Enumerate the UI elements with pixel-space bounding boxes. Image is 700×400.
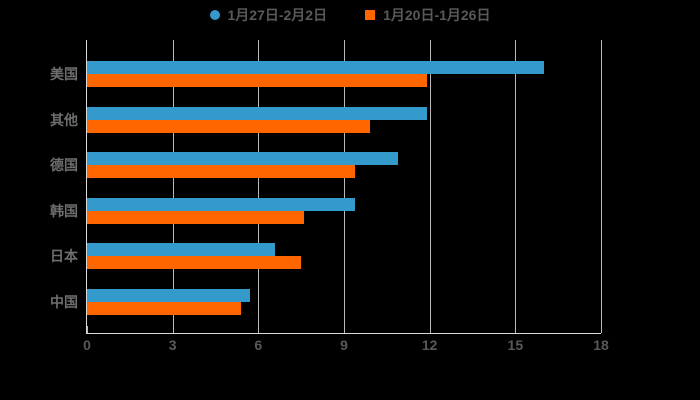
x-axis-tick bbox=[258, 326, 260, 333]
bar bbox=[87, 197, 356, 211]
bar bbox=[87, 243, 276, 256]
bar bbox=[87, 210, 305, 224]
legend-item[interactable]: 1月27日-2月2日 bbox=[209, 5, 328, 25]
bar bbox=[87, 152, 399, 165]
bar bbox=[87, 165, 356, 178]
bar bbox=[87, 74, 427, 87]
y-axis-label: 日本 bbox=[50, 248, 78, 264]
x-axis-tick bbox=[344, 326, 345, 333]
legend-circle-marker-icon bbox=[209, 10, 220, 20]
x-axis-tick bbox=[87, 326, 88, 333]
x-tick-label: 12 bbox=[421, 337, 438, 353]
legend-item[interactable]: 1月20日-1月26日 bbox=[365, 5, 490, 25]
bar bbox=[87, 61, 544, 74]
gridline bbox=[344, 40, 345, 333]
y-axis-label: 韩国 bbox=[50, 202, 78, 219]
bar bbox=[87, 288, 250, 302]
y-axis-label: 美国 bbox=[50, 66, 78, 82]
x-axis-tick bbox=[601, 326, 602, 333]
x-tick-label: 6 bbox=[254, 337, 263, 353]
x-tick-label: 18 bbox=[593, 337, 609, 353]
legend-label: 1月20日-1月26日 bbox=[383, 7, 491, 23]
chart-legend: 1月27日-2月2日 1月20日-1月26日 bbox=[0, 5, 700, 25]
bar bbox=[87, 256, 302, 269]
bar bbox=[87, 301, 242, 315]
bar bbox=[87, 106, 427, 120]
x-tick-label: 15 bbox=[507, 337, 524, 353]
x-axis-tick bbox=[172, 326, 174, 333]
legend-square-marker-icon bbox=[365, 10, 376, 20]
x-tick-label: 3 bbox=[168, 337, 177, 353]
y-axis-label: 其他 bbox=[50, 111, 78, 128]
y-axis-label: 德国 bbox=[50, 157, 78, 173]
gridline bbox=[172, 40, 174, 333]
plot-area: 0 3 6 9 12 15 18 美国其他德国韩国日本中国 bbox=[50, 40, 609, 353]
x-axis-tick bbox=[429, 326, 431, 333]
gridline bbox=[429, 40, 431, 333]
gridline bbox=[515, 40, 517, 333]
gridline bbox=[601, 40, 602, 333]
x-tick-label: 9 bbox=[340, 337, 348, 353]
gridline bbox=[258, 40, 260, 333]
bar bbox=[87, 119, 370, 133]
x-tick-label: 0 bbox=[83, 337, 91, 353]
legend-label: 1月27日-2月2日 bbox=[227, 7, 328, 23]
x-axis-tick bbox=[515, 326, 517, 333]
y-axis-label: 中国 bbox=[50, 293, 78, 310]
